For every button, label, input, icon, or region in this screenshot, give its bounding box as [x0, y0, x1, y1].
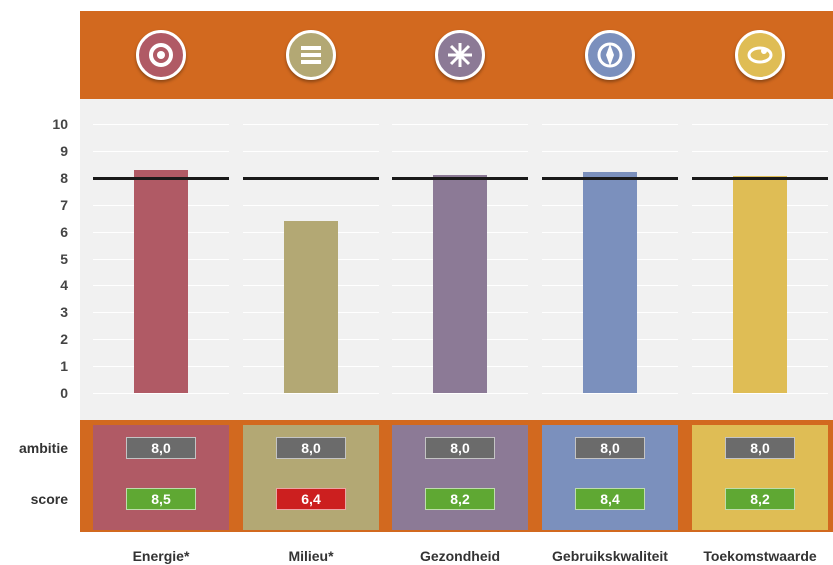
gridline [93, 393, 229, 394]
score-badge: 6,4 [276, 488, 346, 510]
gridline [243, 393, 379, 394]
ambitie-badge: 8,0 [276, 437, 346, 459]
gridline [243, 124, 379, 125]
y-tick-label: 8 [60, 169, 68, 186]
ambitie-badge: 8,0 [575, 437, 645, 459]
bar-gezondheid [433, 175, 487, 393]
score-row-label: score [30, 491, 68, 507]
y-tick-label: 1 [60, 358, 68, 375]
gridline [692, 124, 828, 125]
toekomstwaarde-icon [735, 30, 785, 80]
y-tick-label: 5 [60, 250, 68, 267]
bar-gebruikskwaliteit [583, 172, 637, 393]
score-badge: 8,5 [126, 488, 196, 510]
y-tick-label: 7 [60, 196, 68, 213]
target-line [93, 176, 229, 180]
bar-milieu [284, 220, 338, 393]
gridline [392, 393, 528, 394]
energie-icon [136, 30, 186, 80]
category-label: Toekomstwaarde [703, 548, 817, 564]
gridline [392, 124, 528, 125]
bar-energie [134, 169, 188, 393]
ambitie-badge: 8,0 [725, 437, 795, 459]
y-tick-label: 9 [60, 142, 68, 159]
score-badge: 8,2 [725, 488, 795, 510]
gridline [392, 150, 528, 152]
score-badge: 8,2 [425, 488, 495, 510]
target-line [392, 176, 528, 180]
category-label: Gezondheid [419, 548, 501, 564]
gridline [542, 393, 678, 394]
gridline [243, 150, 379, 152]
y-tick-label: 10 [52, 116, 68, 132]
category-label: Milieu* [288, 548, 334, 564]
gridline [542, 124, 678, 125]
score-badge: 8,4 [575, 488, 645, 510]
y-tick-label: 4 [60, 277, 68, 294]
y-tick-label: 0 [60, 385, 68, 401]
milieu-icon [286, 30, 336, 80]
target-line [542, 176, 678, 180]
gridline [542, 150, 678, 152]
gridline [692, 150, 828, 152]
y-tick-label: 2 [60, 331, 68, 348]
category-label: Gebruikskwaliteit [552, 548, 668, 564]
target-line [692, 176, 828, 180]
gezondheid-icon [435, 30, 485, 80]
ambitie-row-label: ambitie [18, 440, 68, 456]
bar-toekomstwaarde [733, 176, 787, 393]
gebruikskwaliteit-icon [585, 30, 635, 80]
target-line [243, 176, 379, 180]
y-tick-label: 6 [60, 223, 68, 240]
y-tick-label: 3 [60, 304, 68, 321]
gridline [93, 124, 229, 125]
category-label: Energie* [132, 548, 190, 564]
ambitie-badge: 8,0 [126, 437, 196, 459]
ambitie-badge: 8,0 [425, 437, 495, 459]
gridline [243, 204, 379, 206]
gridline [692, 393, 828, 394]
gridline [93, 150, 229, 152]
